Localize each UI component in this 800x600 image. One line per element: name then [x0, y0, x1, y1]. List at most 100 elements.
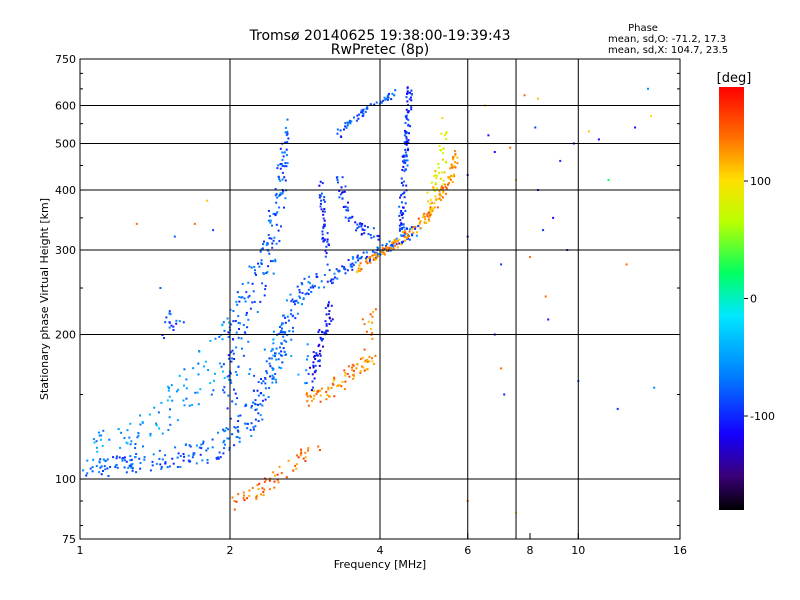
echo-point — [273, 474, 276, 477]
echo-point — [236, 397, 239, 400]
echo-point — [426, 191, 429, 194]
echo-point — [304, 456, 307, 459]
echo-point — [406, 227, 408, 230]
echo-point — [91, 470, 94, 473]
echo-point — [334, 276, 337, 279]
echo-point — [116, 455, 118, 458]
echo-point — [159, 463, 162, 466]
echo-point — [102, 429, 105, 432]
echo-point — [210, 393, 213, 396]
colorbar-label: [deg] — [717, 71, 752, 86]
echo-point — [253, 402, 256, 405]
echo-point — [316, 390, 319, 393]
echo-point — [332, 383, 335, 386]
echo-point — [371, 357, 374, 360]
echo-point — [285, 353, 288, 356]
echo-point — [413, 226, 416, 228]
echo-point — [369, 234, 372, 236]
echo-point — [322, 213, 325, 216]
echo-point — [99, 466, 102, 469]
echo-point — [274, 194, 277, 197]
echo-point — [341, 176, 344, 179]
echo-point — [437, 166, 440, 169]
echo-point — [277, 164, 280, 167]
echo-point — [345, 209, 348, 212]
echo-point — [338, 196, 341, 199]
echo-point — [319, 389, 321, 392]
echo-point — [318, 329, 321, 332]
echo-point — [281, 164, 284, 167]
echo-point — [266, 271, 269, 274]
echo-point — [237, 365, 240, 368]
echo-point — [137, 432, 140, 434]
echo-point — [313, 371, 316, 374]
echo-point — [369, 313, 372, 316]
echo-point — [168, 416, 171, 419]
echo-point — [158, 457, 161, 460]
echo-point — [283, 206, 285, 209]
echo-point — [394, 89, 397, 92]
echo-point — [398, 224, 401, 227]
echo-point — [429, 208, 432, 211]
echo-point — [268, 488, 271, 491]
echo-point — [229, 379, 232, 382]
echo-point — [214, 372, 216, 375]
echo-point — [112, 456, 115, 459]
echo-point — [136, 436, 139, 439]
echo-point — [294, 464, 297, 467]
echo-point — [169, 408, 171, 411]
echo-point — [359, 370, 362, 372]
echo-point — [283, 339, 286, 342]
echo-point — [325, 313, 328, 316]
echo-point — [198, 446, 201, 449]
echo-point — [411, 233, 414, 236]
echo-point — [287, 459, 290, 462]
echo-point — [308, 275, 311, 278]
echo-point — [270, 237, 273, 240]
echo-point — [248, 294, 251, 297]
echo-point — [411, 234, 414, 237]
echo-point — [271, 367, 274, 370]
echo-point — [254, 269, 256, 272]
echo-point — [339, 135, 342, 138]
echo-point — [134, 447, 136, 449]
echo-point — [217, 457, 220, 460]
echo-point — [279, 179, 282, 182]
y-tick-label: 600 — [55, 100, 76, 113]
echo-point — [647, 87, 649, 90]
echo-point — [207, 447, 209, 450]
echo-point — [164, 461, 167, 463]
echo-point — [304, 293, 307, 296]
echo-point — [399, 223, 402, 226]
echo-point — [86, 472, 89, 475]
echo-point — [368, 260, 371, 263]
echo-point — [422, 216, 425, 219]
echo-point — [375, 101, 378, 104]
echo-point — [182, 399, 185, 402]
echo-point — [114, 466, 117, 468]
echo-point — [267, 209, 270, 212]
echo-point — [168, 395, 171, 398]
echo-point — [341, 381, 344, 383]
echo-point — [323, 223, 326, 226]
echo-point — [218, 362, 221, 365]
echo-point — [127, 466, 130, 469]
echo-point — [333, 272, 336, 275]
echo-point — [163, 337, 165, 339]
echo-point — [347, 219, 350, 222]
echo-point — [275, 201, 278, 204]
echo-point — [402, 192, 405, 195]
echo-point — [260, 493, 262, 496]
echo-point — [371, 254, 374, 257]
echo-point — [385, 243, 388, 245]
echo-point — [209, 339, 212, 342]
echo-point — [269, 365, 272, 368]
echo-point — [183, 455, 186, 458]
echo-point — [165, 316, 168, 319]
echo-point — [169, 423, 172, 426]
echo-point — [650, 115, 653, 118]
echo-point — [139, 423, 142, 426]
echo-point — [441, 171, 444, 174]
echo-point — [220, 365, 223, 368]
